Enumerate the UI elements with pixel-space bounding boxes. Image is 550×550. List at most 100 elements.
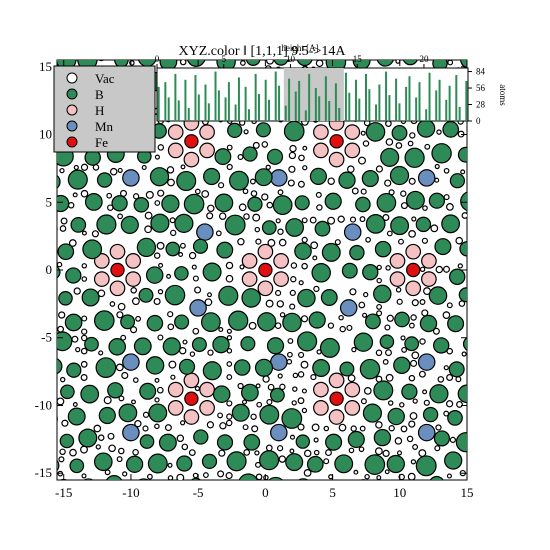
- atom-layer: [46, 55, 502, 489]
- atom-b: [474, 410, 487, 423]
- atom-b: [84, 192, 103, 211]
- atom-b: [468, 219, 485, 236]
- atom-vac: [422, 205, 428, 211]
- atom-vac: [248, 321, 257, 330]
- atom-h: [313, 381, 329, 398]
- y-tick-label: 5: [46, 194, 53, 209]
- atom-vac: [460, 169, 466, 175]
- height-histogram: 0 5 10 15 20 0 28 56 84 height [A] atoms: [155, 43, 508, 126]
- atom-b: [193, 429, 209, 445]
- atom-vac: [250, 413, 257, 420]
- atom-vac: [194, 188, 201, 195]
- atom-vac: [255, 238, 262, 245]
- atom-vac: [351, 187, 359, 195]
- atom-b: [245, 60, 261, 66]
- atom-vac: [132, 448, 139, 456]
- atom-b: [359, 479, 368, 480]
- atom-vac: [376, 475, 382, 480]
- atom-b: [174, 213, 194, 233]
- atom-vac: [334, 239, 341, 246]
- atom-vac: [288, 165, 296, 173]
- atom-b: [58, 291, 73, 306]
- atom-b: [133, 337, 152, 356]
- atom-vac: [57, 261, 63, 268]
- atom-vac: [407, 140, 414, 147]
- atom-vac: [182, 483, 188, 489]
- atom-vac: [278, 455, 287, 463]
- legend-marker-b: [66, 88, 78, 100]
- x-tick-label: -10: [122, 485, 139, 500]
- atom-b: [471, 316, 487, 332]
- atom-vac: [120, 334, 127, 341]
- atom-vac: [313, 437, 319, 443]
- atom-vac: [251, 425, 259, 433]
- atom-b: [59, 433, 75, 449]
- atom-vac: [68, 239, 77, 247]
- atom-h: [109, 243, 126, 260]
- atom-vac: [274, 322, 282, 330]
- atom-vac: [411, 351, 420, 360]
- atom-b: [139, 434, 155, 449]
- x-tick-label: 10: [393, 485, 406, 500]
- atom-vac: [153, 297, 161, 306]
- atom-b: [447, 315, 465, 333]
- atom-b: [218, 285, 239, 306]
- atom-h: [199, 400, 215, 416]
- atom-b: [149, 167, 170, 187]
- atom-vac: [311, 423, 320, 432]
- atom-vac: [154, 423, 160, 430]
- atom-vac: [72, 481, 77, 486]
- atom-b: [84, 336, 99, 352]
- atom-b: [281, 408, 303, 429]
- atom-b: [255, 122, 271, 138]
- atom-vac: [46, 482, 51, 487]
- atom-vac: [103, 396, 112, 405]
- atom-vac: [191, 264, 197, 270]
- atom-b: [118, 403, 138, 423]
- atom-vac: [384, 469, 390, 475]
- atom-b: [470, 170, 483, 183]
- atom-b: [233, 359, 251, 376]
- atom-b: [201, 453, 218, 470]
- atom-vac: [250, 190, 258, 197]
- atom-vac: [289, 434, 296, 440]
- atom-vac: [385, 120, 392, 127]
- atom-mn: [343, 223, 362, 241]
- atom-b: [488, 192, 502, 206]
- legend-label-fe: Fe: [95, 135, 108, 150]
- atom-b: [487, 55, 502, 70]
- atom-vac: [156, 386, 164, 394]
- atom-vac: [167, 475, 174, 480]
- atom-vac: [154, 397, 160, 403]
- atom-b: [96, 214, 117, 235]
- atom-vac: [119, 189, 128, 197]
- atom-b: [227, 122, 243, 139]
- atom-b: [404, 147, 425, 168]
- atom-h: [199, 142, 215, 159]
- atom-vac: [189, 351, 196, 357]
- atom-vac: [135, 315, 142, 322]
- atom-h: [344, 124, 361, 140]
- atom-b: [145, 356, 165, 375]
- atom-vac: [47, 303, 53, 309]
- atom-vac: [254, 226, 261, 233]
- atom-b: [214, 148, 232, 166]
- atom-fe: [329, 391, 344, 406]
- atom-vac: [225, 261, 234, 270]
- atom-b: [402, 60, 418, 66]
- atom-mn: [417, 353, 436, 371]
- atom-vac: [179, 420, 186, 426]
- atom-b: [137, 60, 157, 67]
- atom-h: [313, 124, 329, 140]
- atom-vac: [132, 377, 139, 383]
- atom-vac: [237, 153, 244, 161]
- atom-b: [114, 60, 129, 68]
- atom-b: [238, 473, 258, 480]
- atom-b: [216, 434, 234, 451]
- atom-b: [139, 382, 157, 400]
- atom-vac: [261, 141, 269, 148]
- atom-vac: [267, 238, 276, 247]
- atom-vac: [206, 212, 214, 220]
- atom-b: [489, 336, 502, 349]
